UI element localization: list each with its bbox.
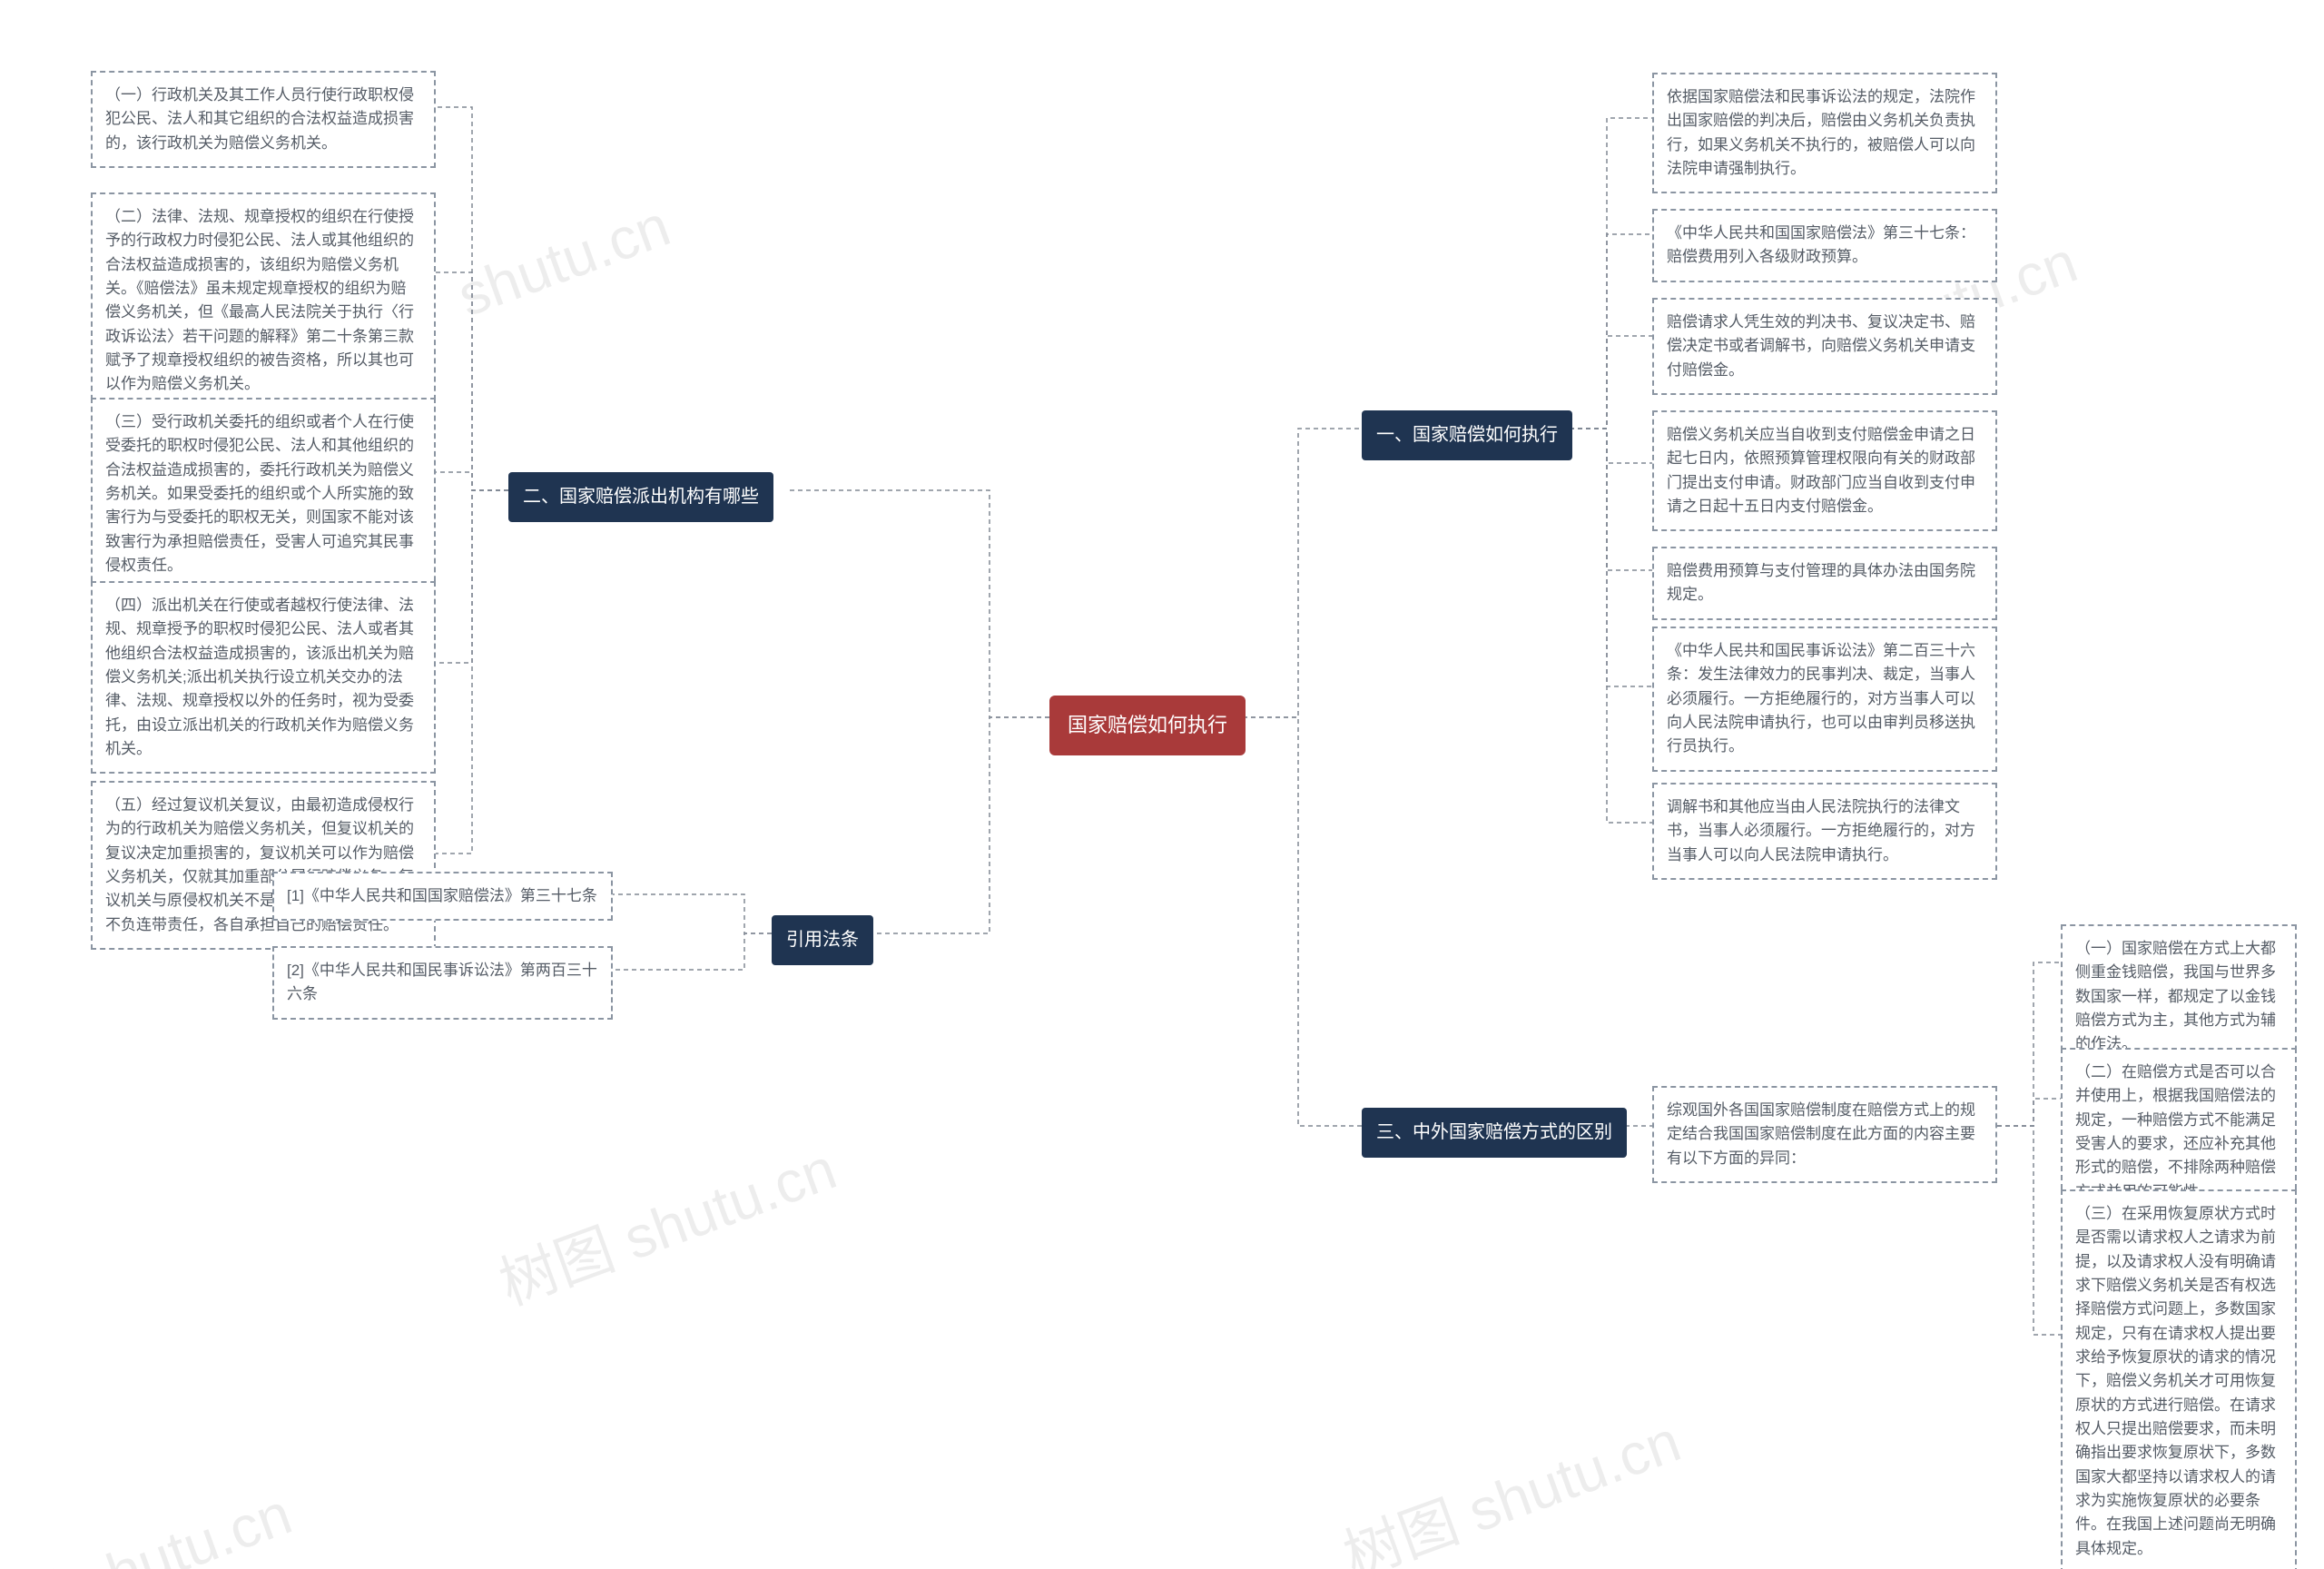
leaf-b2-2: （三）受行政机关委托的组织或者个人在行使受委托的职权时侵犯公民、法人和其他组织的… — [91, 398, 436, 590]
leaf-b2-3: （四）派出机关在行使或者越权行使法律、法规、规章授予的职权时侵犯公民、法人或者其… — [91, 581, 436, 774]
leaf-b3-2: （三）在采用恢复原状方式时是否需以请求权人之请求为前提，以及请求权人没有明确请求… — [2061, 1189, 2297, 1569]
watermark: 树图 shutu.cn — [0, 1467, 301, 1569]
leaf-b1-6: 调解书和其他应当由人民法院执行的法律文书，当事人必须履行。一方拒绝履行的，对方当… — [1652, 783, 1997, 880]
leaf-b1-2: 赔偿请求人凭生效的判决书、复议决定书、赔偿决定书或者调解书，向赔偿义务机关申请支… — [1652, 298, 1997, 395]
leaf-b1-0: 依据国家赔偿法和民事诉讼法的规定，法院作出国家赔偿的判决后，赔偿由义务机关负责执… — [1652, 73, 1997, 193]
leaf-b2-1: （二）法律、法规、规章授权的组织在行使授予的行政权力时侵犯公民、法人或其他组织的… — [91, 192, 436, 410]
watermark: 树图 shutu.cn — [1331, 1395, 1690, 1569]
branch-b3[interactable]: 三、中外国家赔偿方式的区别 — [1362, 1108, 1627, 1158]
leaf-ref-1: [2]《中华人民共和国民事诉讼法》第两百三十六条 — [272, 946, 613, 1020]
watermark: 树图 shutu.cn — [487, 1122, 846, 1321]
watermark: shutu.cn — [449, 192, 679, 330]
leaf-b2-0: （一）行政机关及其工作人员行使行政职权侵犯公民、法人和其它组织的合法权益造成损害… — [91, 71, 436, 168]
branch-b1[interactable]: 一、国家赔偿如何执行 — [1362, 410, 1572, 460]
leaf-b1-4: 赔偿费用预算与支付管理的具体办法由国务院规定。 — [1652, 547, 1997, 620]
leaf-b3-summary: 综观国外各国国家赔偿制度在赔偿方式上的规定结合我国国家赔偿制度在此方面的内容主要… — [1652, 1086, 1997, 1183]
root-node[interactable]: 国家赔偿如何执行 — [1049, 696, 1246, 755]
leaf-ref-0: [1]《中华人民共和国国家赔偿法》第三十七条 — [272, 872, 613, 921]
branch-b2[interactable]: 二、国家赔偿派出机构有哪些 — [508, 472, 773, 522]
leaf-b1-5: 《中华人民共和国民事诉讼法》第二百三十六条：发生法律效力的民事判决、裁定，当事人… — [1652, 627, 1997, 772]
mindmap-canvas: shutu.cn shutu.cn 树图 shutu.cn 树图 shutu.c… — [0, 0, 2324, 1569]
leaf-b1-3: 赔偿义务机关应当自收到支付赔偿金申请之日起七日内，依照预算管理权限向有关的财政部… — [1652, 410, 1997, 531]
leaf-b2-4: （五）经过复议机关复议，由最初造成侵权行为的行政机关为赔偿义务机关，但复议机关的… — [91, 781, 436, 950]
branch-ref[interactable]: 引用法条 — [772, 915, 873, 965]
leaf-b1-1: 《中华人民共和国国家赔偿法》第三十七条：赔偿费用列入各级财政预算。 — [1652, 209, 1997, 282]
